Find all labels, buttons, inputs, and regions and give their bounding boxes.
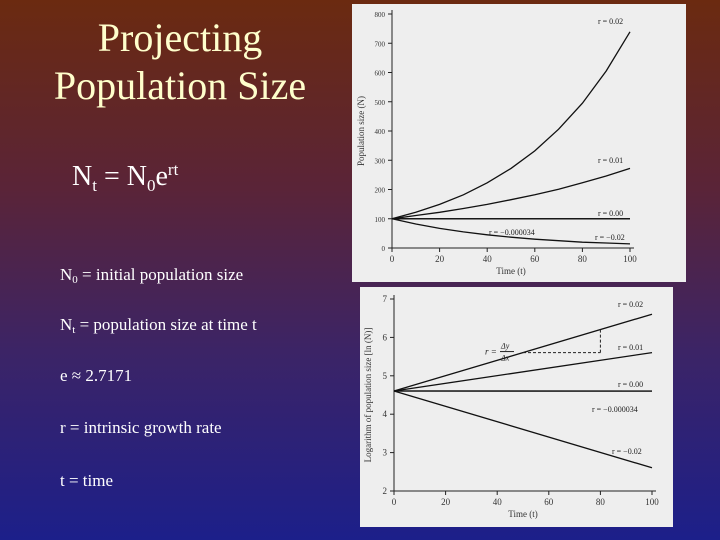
series-label: r = 0.00 [618, 380, 643, 389]
definition-text: t = time [60, 471, 114, 490]
series-label: r = −0.000034 [592, 405, 638, 414]
series-label: r = −0.02 [612, 447, 642, 456]
definition-t: t = time [60, 471, 113, 491]
y-tick-label: 4 [383, 409, 388, 419]
series-label: r = −0.000034 [489, 228, 535, 237]
x-tick-label: 80 [578, 254, 588, 264]
definition-r: r = intrinsic growth rate [60, 418, 222, 438]
formula-e: e [155, 161, 168, 192]
series-line-1 [393, 351, 653, 392]
y-tick-label: 100 [375, 216, 386, 224]
x-tick-label: 60 [530, 254, 540, 264]
x-tick-label: 60 [544, 497, 554, 507]
series-line-1 [391, 167, 631, 220]
definition-text: = initial population size [77, 265, 244, 284]
chart-log-svg: 0 20 40 60 80 100 2 3 4 5 6 7 Time (t) Logarithm of p… [363, 294, 659, 519]
series-line-0 [391, 31, 631, 220]
y-axis-label: Population size (N) [356, 96, 366, 166]
x-tick-label: 0 [390, 254, 395, 264]
annotation-numerator: Δy [500, 342, 510, 351]
series-line-4 [391, 218, 631, 245]
chart-exponential: 0 20 40 60 80 100 0 100 200 300 400 500 600 700 800 Tim… [352, 4, 686, 282]
formula-t: t [92, 176, 97, 195]
definition-n0: N0 = initial population size [60, 265, 243, 286]
x-tick-label: 100 [623, 254, 637, 264]
series-label: r = 0.00 [598, 209, 623, 218]
x-tick-label: 80 [596, 497, 606, 507]
title-line-2: Population Size [53, 63, 307, 108]
series-label: r = −0.02 [595, 233, 625, 242]
definition-text: e ≈ 2.7171 [60, 366, 133, 385]
y-tick-label: 800 [375, 11, 386, 19]
x-tick-label: 0 [392, 497, 397, 507]
definition-sub: 0 [72, 274, 78, 286]
formula-eq: = N [96, 161, 147, 192]
y-tick-label: 200 [375, 187, 386, 195]
definition-text: r = intrinsic growth rate [60, 418, 222, 437]
y-tick-label: 700 [375, 40, 386, 48]
definition-nt: Nt = population size at time t [60, 315, 257, 336]
y-axis-label: Logarithm of population size [ln (N)] [363, 328, 373, 463]
x-tick-label: 40 [493, 497, 503, 507]
series-line-4 [393, 390, 653, 469]
x-tick-label: 100 [645, 497, 659, 507]
growth-formula: Nt = N0ert [72, 160, 178, 196]
y-tick-label: 7 [383, 294, 388, 304]
chart-exponential-svg: 0 20 40 60 80 100 0 100 200 300 400 500 600 700 800 Tim… [356, 10, 637, 276]
y-tick-label: 600 [375, 70, 386, 78]
y-tick-label: 6 [383, 332, 388, 342]
series-label: r = 0.01 [598, 156, 623, 165]
slide-title: Projecting Population Size [20, 14, 340, 110]
annotation-denominator: Δx [500, 354, 510, 363]
y-tick-label: 3 [383, 448, 388, 458]
series-label: r = 0.02 [598, 17, 623, 26]
series-label: r = 0.02 [618, 300, 643, 309]
annotation-r: r = [485, 347, 497, 357]
definition-base: N [60, 315, 73, 334]
x-tick-label: 20 [441, 497, 451, 507]
x-tick-label: 40 [483, 254, 493, 264]
definition-e: e ≈ 2.7171 [60, 366, 132, 386]
y-tick-label: 300 [375, 157, 386, 165]
formula-zero: 0 [146, 176, 156, 195]
x-axis-label: Time (t) [508, 509, 537, 519]
y-tick-label: 2 [383, 486, 388, 496]
x-axis-label: Time (t) [496, 266, 525, 276]
formula-rt: rt [167, 160, 179, 179]
y-tick-label: 500 [375, 99, 386, 107]
y-tick-label: 400 [375, 128, 386, 136]
y-tick-label: 5 [383, 371, 388, 381]
x-tick-label: 20 [435, 254, 445, 264]
title-line-1: Projecting [97, 15, 263, 60]
chart-log: 0 20 40 60 80 100 2 3 4 5 6 7 Time (t) Logarithm of p… [360, 287, 673, 527]
y-tick-label: 0 [382, 245, 386, 253]
formula-n: N [72, 161, 93, 192]
definition-text: = population size at time t [75, 315, 257, 334]
definition-sub: t [72, 324, 76, 336]
series-label: r = 0.01 [618, 343, 643, 352]
definition-base: N [60, 265, 73, 284]
